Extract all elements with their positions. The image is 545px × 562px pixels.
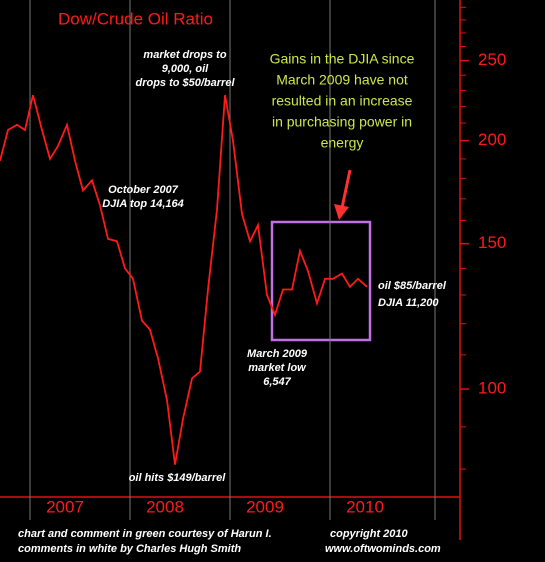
annotation: energy bbox=[321, 135, 364, 151]
annotation: 6,547 bbox=[263, 376, 291, 388]
chart-title: Dow/Crude Oil Ratio bbox=[58, 9, 213, 28]
annotation: March 2009 bbox=[247, 348, 308, 360]
x-tick-label: 2007 bbox=[46, 497, 84, 516]
annotation: in purchasing power in bbox=[272, 114, 412, 130]
annotation: 9,000, oil bbox=[162, 63, 209, 75]
annotation: resulted in an increase bbox=[272, 93, 413, 109]
footer-text: copyright 2010 bbox=[330, 528, 409, 540]
x-tick-label: 2010 bbox=[346, 497, 384, 516]
annotation: DJIA top 14,164 bbox=[102, 198, 184, 210]
y-tick-label: 150 bbox=[478, 233, 506, 252]
annotation: DJIA 11,200 bbox=[378, 297, 439, 309]
footer-text: www.oftwominds.com bbox=[325, 543, 441, 555]
arrow-head bbox=[334, 204, 349, 220]
y-tick-label: 250 bbox=[478, 50, 506, 69]
x-tick-label: 2009 bbox=[246, 497, 284, 516]
x-tick-label: 2008 bbox=[146, 497, 184, 516]
annotation: October 2007 bbox=[108, 184, 179, 196]
data-line bbox=[0, 94, 368, 465]
footer-text: chart and comment in green courtesy of H… bbox=[18, 528, 272, 540]
arrow-shaft bbox=[340, 169, 352, 209]
annotation: oil hits $149/barrel bbox=[129, 472, 227, 484]
y-tick-label: 100 bbox=[478, 379, 506, 398]
footer-text: comments in white by Charles Hugh Smith bbox=[18, 543, 241, 555]
highlight-box bbox=[270, 220, 372, 342]
annotation: market drops to bbox=[143, 49, 226, 61]
y-tick-label: 200 bbox=[478, 130, 506, 149]
annotation: oil $85/barrel bbox=[378, 280, 447, 292]
annotation: March 2009 have not bbox=[276, 72, 408, 88]
annotation: market low bbox=[248, 362, 307, 374]
annotation: drops to $50/barrel bbox=[135, 77, 235, 89]
annotation: Gains in the DJIA since bbox=[270, 51, 415, 67]
